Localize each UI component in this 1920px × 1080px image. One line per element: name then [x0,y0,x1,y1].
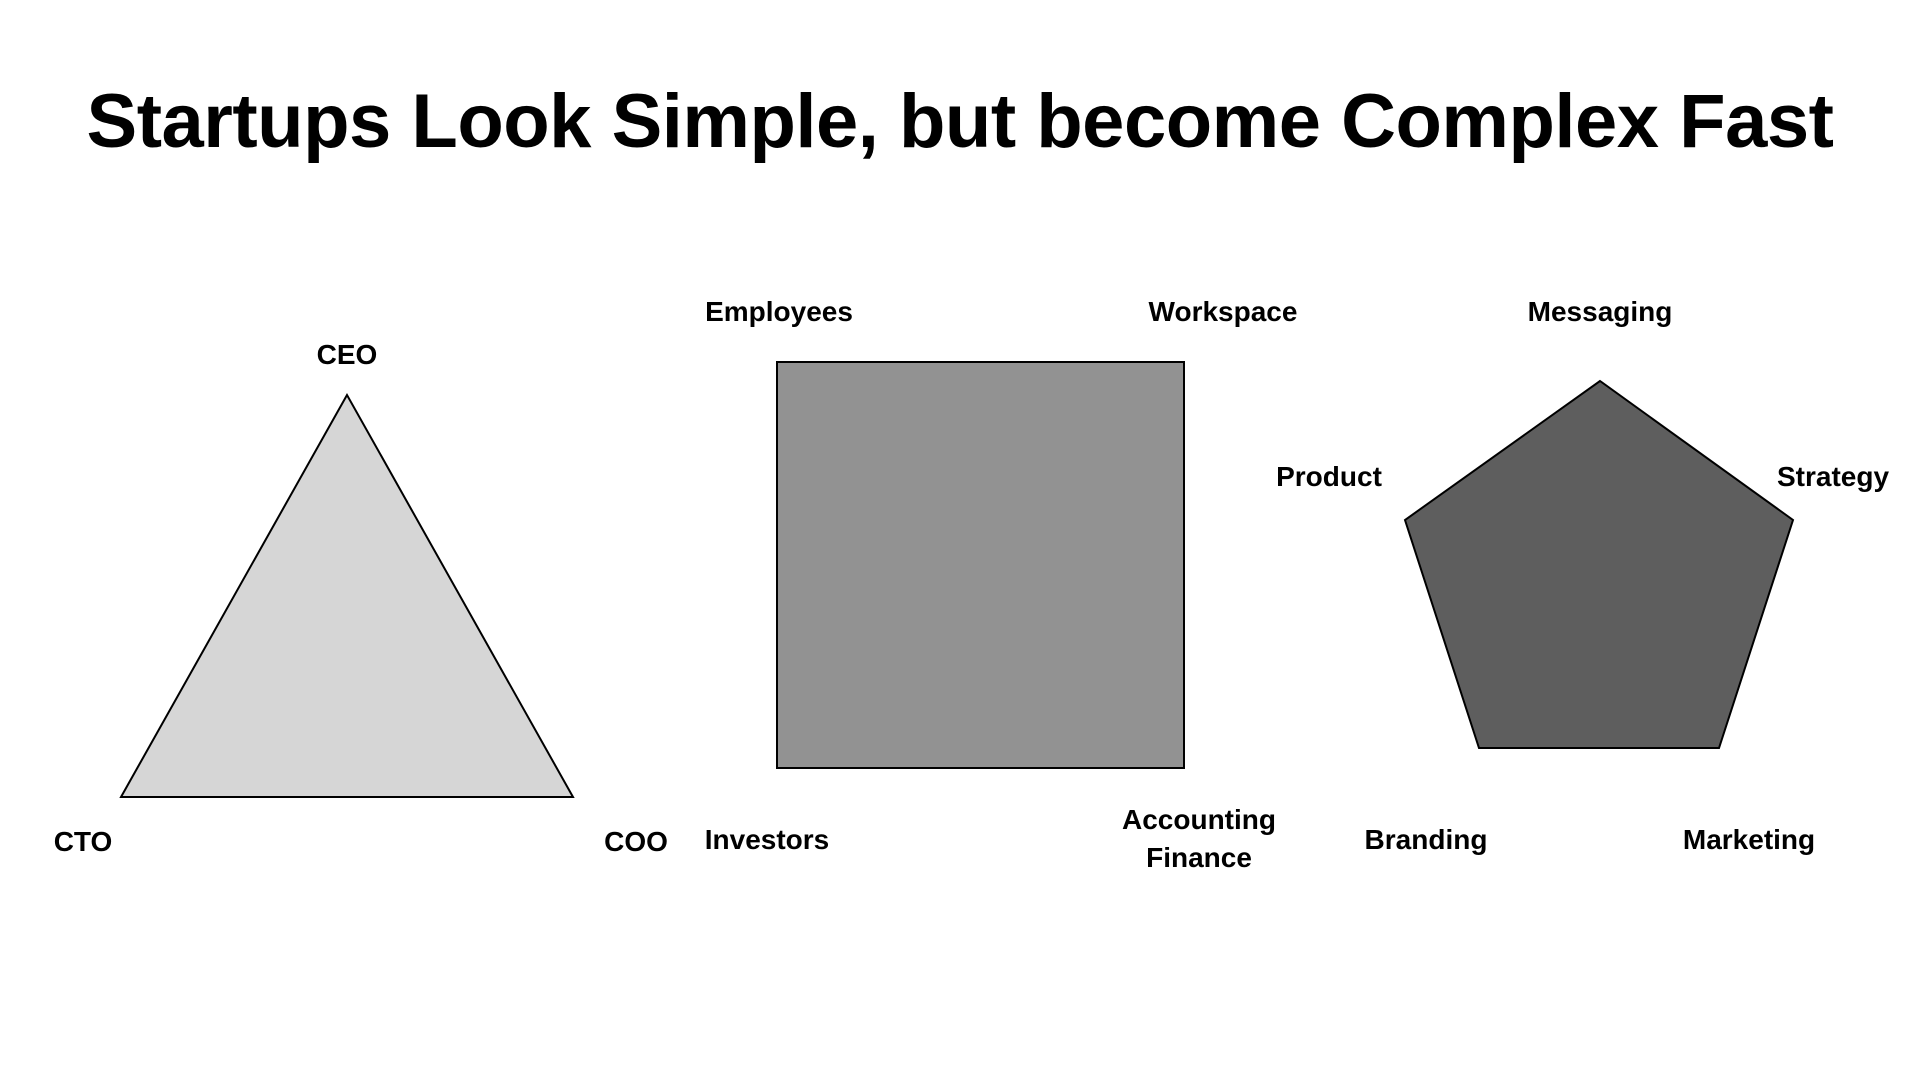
pentagon-shape [1403,379,1795,749]
square-label-investors: Investors [704,824,830,855]
pentagon-label-strategy: Strategy [1776,461,1890,492]
slide-title: Startups Look Simple, but become Complex… [86,79,1834,164]
square-label-accounting-finance: Accounting Finance [1122,801,1276,877]
pentagon-label-messaging: Messaging [1527,296,1673,327]
triangle-label-cto: CTO [53,826,113,857]
square-label-employees: Employees [705,296,853,327]
square-label-finance: Finance [1146,842,1252,873]
square-label-accounting: Accounting [1122,804,1276,835]
pentagon-label-marketing: Marketing [1682,824,1816,855]
triangle-shape [119,392,575,798]
square-shape [776,361,1185,769]
triangle-label-coo: COO [604,826,668,857]
triangle-label-ceo: CEO [316,339,378,370]
pentagon-label-product: Product [1276,461,1382,492]
pentagon-label-branding: Branding [1364,824,1488,855]
square-label-workspace: Workspace [1148,296,1298,327]
